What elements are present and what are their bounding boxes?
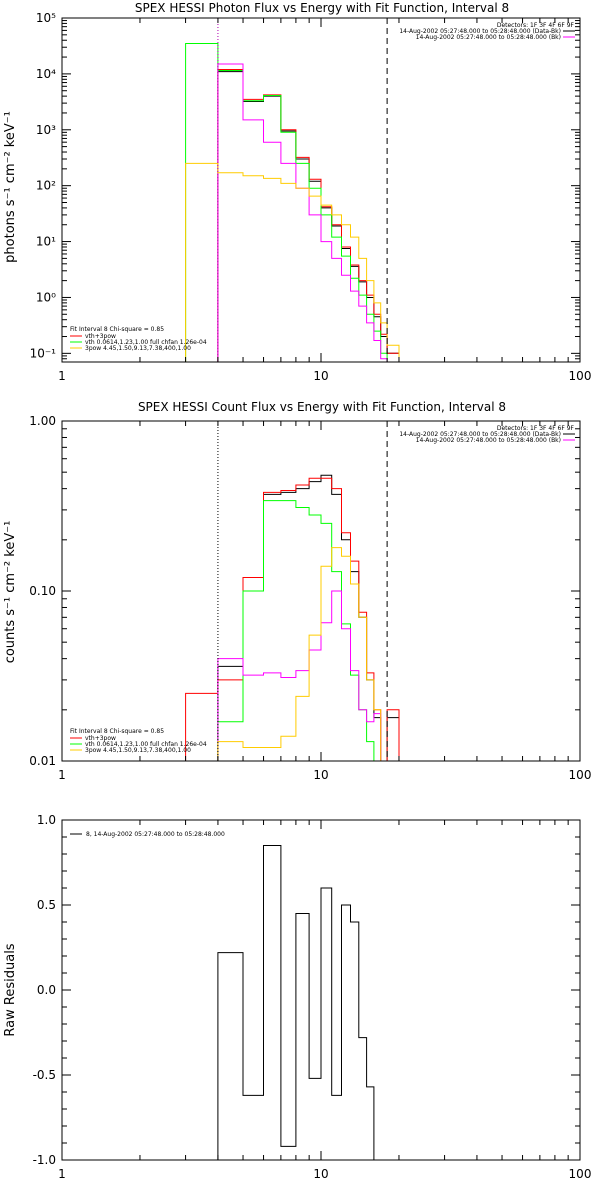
photon-traces <box>185 43 410 363</box>
photon-fit-legend: Fit Interval 8 Chi-square = 0.85 vth+3po… <box>70 326 207 352</box>
count-bk-interval-text: 14-Aug-2002 05:27:48.000 to 05:28:48.000… <box>416 437 561 444</box>
count-x-tick-label: 10 <box>313 768 328 782</box>
photon-y-tick-label: 10¹ <box>36 235 56 249</box>
residuals-ticks: 1 10 100 -1.0 -0.5 0.0 0.5 1.0 <box>33 813 592 1181</box>
photon-trace-3 <box>217 63 410 363</box>
count-info-box: Detectors: 1F 3F 4F 6F 9F 14-Aug-2002 05… <box>399 425 575 444</box>
photon-bk-interval-text: 14-Aug-2002 05:27:48.000 to 05:28:48.000… <box>416 34 561 41</box>
photon-info-box: Detectors: 1F 3F 4F 6F 9F 14-Aug-2002 05… <box>399 22 575 41</box>
photon-fit-header: Fit Interval 8 Chi-square = 0.85 <box>70 326 164 333</box>
residuals-panel: Raw Residuals 1 10 100 -1.0 -0.5 0.0 0.5 1.0 8,… <box>3 813 591 1181</box>
residuals-x-tick-label: 10 <box>313 1167 328 1181</box>
count-trace-3 <box>217 590 382 761</box>
count-detectors-text: Detectors: 1F 3F 4F 6F 9F <box>497 425 575 432</box>
photon-y-tick-label: 10⁻¹ <box>30 346 57 360</box>
photon-y-tick-label: 10³ <box>36 123 56 137</box>
photon-legend-3pow: 3pow 4.45,1.50,9.13,7.38,400,1.00 <box>85 345 191 352</box>
count-x-tick-label: 100 <box>569 768 592 782</box>
photon-flux-panel: SPEX HESSI Photon Flux vs Energy with Fi… <box>3 1 591 383</box>
count-x-tick-label: 1 <box>58 768 66 782</box>
photon-y-tick-label: 10⁵ <box>36 11 56 25</box>
residuals-legend-label: 8, 14-Aug-2002 05:27:48.000 to 05:28:48.… <box>86 831 225 838</box>
count-y-tick-label: 0.10 <box>29 584 56 598</box>
photon-x-tick-label: 100 <box>569 369 592 383</box>
count-trace-4 <box>217 547 382 761</box>
residuals-traces <box>217 845 375 1160</box>
count-traces <box>185 474 400 762</box>
photon-y-tick-label: 10² <box>36 179 56 193</box>
photon-plot-frame <box>61 17 581 363</box>
photon-data-interval-text: 14-Aug-2002 05:27:48.000 to 05:28:48.000… <box>399 28 561 35</box>
count-fit-header: Fit Interval 8 Chi-square = 0.85 <box>70 728 164 735</box>
residuals-y-tick-label: 0.0 <box>37 983 56 997</box>
count-y-tick-label: 0.01 <box>29 754 56 768</box>
count-y-axis-label: counts s⁻¹ cm⁻² keV⁻¹ <box>3 521 18 664</box>
residuals-x-tick-label: 100 <box>569 1167 592 1181</box>
photon-chart-title: SPEX HESSI Photon Flux vs Energy with Fi… <box>135 1 509 15</box>
photon-y-tick-label: 10⁰ <box>36 290 56 304</box>
count-legend-vth: vth 0.0614,1.23,1.00 full chfan 1.26e-04 <box>85 741 207 748</box>
count-range-lines <box>217 421 388 761</box>
residuals-y-tick-label: -0.5 <box>33 1068 56 1082</box>
count-trace-0 <box>217 474 400 761</box>
count-y-tick-label: 1.00 <box>29 414 56 428</box>
count-plot-frame <box>61 420 581 762</box>
photon-range-lines <box>217 18 388 362</box>
residuals-y-axis-label: Raw Residuals <box>3 943 18 1036</box>
photon-trace-2 <box>185 43 410 363</box>
count-chart-title: SPEX HESSI Count Flux vs Energy with Fit… <box>138 400 506 414</box>
count-trace-2 <box>217 500 381 762</box>
residuals-y-tick-label: -1.0 <box>33 1153 56 1167</box>
photon-legend-vth: vth 0.0614,1.23,1.00 full chfan 1.26e-04 <box>85 339 207 346</box>
residuals-trace-0 <box>217 845 375 1160</box>
count-data-interval-text: 14-Aug-2002 05:27:48.000 to 05:28:48.000… <box>399 431 561 438</box>
photon-y-tick-label: 10⁴ <box>36 67 56 81</box>
photon-y-axis-label: photons s⁻¹ cm⁻² keV⁻¹ <box>3 111 18 263</box>
residuals-y-tick-label: 0.5 <box>37 898 56 912</box>
count-legend-3pow: 3pow 4.45,1.50,9.13,7.38,400,1.00 <box>85 747 191 754</box>
photon-legend-total: vth+3pow <box>85 333 116 340</box>
residuals-x-tick-label: 1 <box>58 1167 66 1181</box>
photon-detectors-text: Detectors: 1F 3F 4F 6F 9F <box>497 22 575 29</box>
residuals-legend: 8, 14-Aug-2002 05:27:48.000 to 05:28:48.… <box>70 831 225 838</box>
count-ticks: 1 10 100 0.01 0.10 1.00 <box>29 414 591 782</box>
photon-x-tick-label: 1 <box>58 369 66 383</box>
count-flux-panel: SPEX HESSI Count Flux vs Energy with Fit… <box>3 400 591 782</box>
count-fit-legend: Fit Interval 8 Chi-square = 0.85 vth+3po… <box>70 728 207 754</box>
photon-trace-4 <box>185 162 410 363</box>
residuals-y-tick-label: 1.0 <box>37 813 56 827</box>
residuals-plot-frame <box>61 819 581 1161</box>
photon-x-tick-label: 10 <box>313 369 328 383</box>
count-legend-total: vth+3pow <box>85 735 116 742</box>
